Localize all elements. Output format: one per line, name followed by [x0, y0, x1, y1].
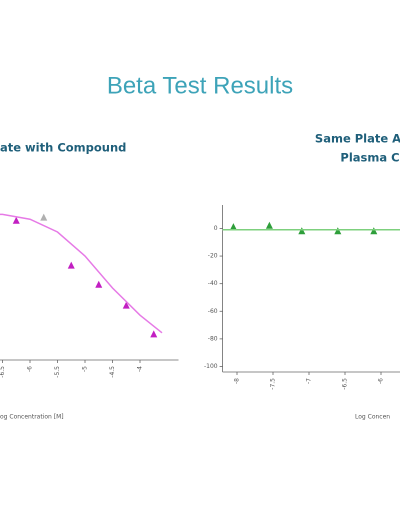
- data-point: [12, 216, 20, 224]
- x-tick-label: -5: [82, 366, 89, 372]
- data-point: [265, 221, 273, 229]
- x-tick-label: -7: [306, 378, 313, 384]
- x-tick-label: -6.5: [0, 366, 6, 378]
- data-point: [334, 227, 342, 235]
- x-tick-label: -5.5: [54, 366, 61, 378]
- data-point: [298, 227, 306, 235]
- x-tick-label: -6: [27, 366, 34, 372]
- y-tick-label: -20: [208, 253, 218, 260]
- data-point: [150, 330, 158, 338]
- y-tick-label: -60: [208, 308, 218, 315]
- x-axis-label: Log Concen: [355, 414, 390, 421]
- data-point: [229, 223, 237, 231]
- y-tick-label: -100: [204, 363, 218, 370]
- chart-title: ate with Compound: [0, 141, 126, 155]
- y-tick-label: -80: [208, 335, 218, 342]
- data-point: [40, 213, 48, 221]
- x-tick-label: -8: [234, 378, 241, 384]
- data-point: [370, 227, 378, 235]
- fit-line: [0, 213, 163, 334]
- data-point: [95, 280, 103, 288]
- chart-title: Plasma C: [340, 151, 399, 165]
- data-point: [122, 301, 130, 309]
- y-tick-label: 0: [214, 225, 218, 232]
- x-tick-label: -6.5: [342, 378, 349, 390]
- chart-title: Same Plate After: [315, 132, 400, 146]
- slide-title: Beta Test Results: [107, 72, 293, 99]
- y-tick-label: -40: [208, 280, 218, 287]
- x-tick-label: -6: [378, 378, 385, 384]
- x-axis-label: og Concentration [M]: [0, 414, 64, 421]
- x-tick-label: -4.5: [109, 366, 116, 378]
- data-point: [67, 261, 75, 269]
- x-tick-label: -4: [137, 366, 144, 372]
- x-tick-label: -7.5: [270, 378, 277, 390]
